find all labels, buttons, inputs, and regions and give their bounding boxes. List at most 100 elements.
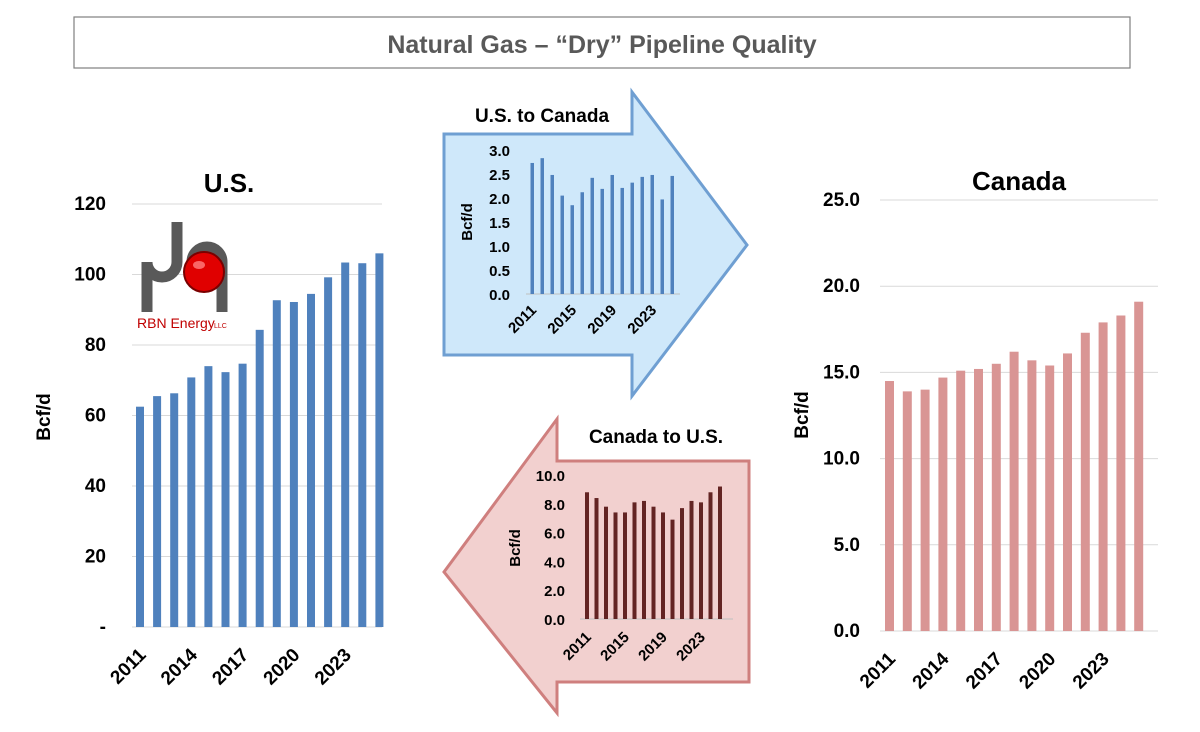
logo-llc: LLC	[214, 323, 227, 330]
bar-2025	[1134, 301, 1144, 631]
us-to-canada-arrow	[442, 87, 749, 401]
bar-2012	[540, 158, 544, 294]
bar-2023	[650, 174, 654, 294]
bar-2017	[238, 363, 247, 627]
y-tick-label: 10.0	[536, 468, 565, 485]
y-tick-label: 3.0	[489, 143, 510, 160]
bar-2016	[221, 372, 230, 627]
y-tick-label: 1.5	[489, 215, 510, 232]
y-tick-label: 4.0	[544, 554, 565, 571]
bar-2022	[689, 500, 694, 619]
bar-2021	[680, 508, 684, 619]
bar-2014	[938, 377, 948, 631]
y-tick-label: 15.0	[823, 362, 860, 383]
bar-2014	[187, 377, 196, 627]
bar-2015	[956, 370, 966, 631]
bar-2011	[585, 492, 589, 619]
bar-2014	[613, 512, 618, 619]
bar-2018	[1009, 351, 1019, 631]
bar-2022	[640, 176, 644, 294]
bar-2012	[594, 498, 599, 619]
chart-title: U.S. to Canada	[475, 106, 610, 127]
y-tick-label: 0.0	[544, 612, 565, 629]
bar-2011	[885, 381, 894, 631]
x-tick-label: 2023	[311, 645, 356, 690]
bar-2018	[600, 188, 604, 294]
bar-2024	[660, 199, 664, 294]
bar-2016	[974, 368, 983, 631]
x-tick-label: 2020	[260, 645, 305, 690]
bar-2025	[375, 253, 384, 627]
bar-2012	[153, 396, 162, 627]
bar-2023	[341, 262, 350, 627]
canada-chart: 0.0 5.0 10.0 15.0 20.0 25.0 2011 2014 2017 2020 20…	[792, 166, 1158, 693]
y-tick-label: 20.0	[823, 276, 860, 297]
bar-2024	[708, 492, 713, 619]
bar-2025	[670, 175, 674, 294]
y-tick-label: -	[100, 617, 106, 638]
x-tick-label: 2020	[1015, 649, 1060, 694]
bar-2021	[307, 293, 315, 627]
x-tick-label: 2023	[1069, 649, 1114, 694]
logo-pipe-shape	[141, 222, 183, 312]
logo-red-ball-icon	[183, 251, 225, 293]
y-axis-label: Bcf/d	[792, 391, 813, 439]
y-tick-label: 20	[85, 547, 106, 568]
bar-2013	[170, 393, 179, 627]
y-tick-label: 0.0	[489, 287, 510, 304]
bar-2023	[1098, 322, 1108, 631]
y-tick-label: 6.0	[544, 526, 565, 543]
bar-2020	[670, 519, 675, 619]
bar-2014	[560, 195, 564, 294]
y-tick-label: 8.0	[544, 497, 565, 514]
y-tick-label: 10.0	[823, 449, 860, 470]
bar-2017	[590, 177, 594, 294]
y-tick-label: 2.5	[489, 167, 510, 184]
bar-2020	[620, 187, 624, 294]
bar-2016	[580, 192, 584, 294]
y-tick-label: 25.0	[823, 190, 860, 211]
x-tick-label: 2017	[208, 645, 253, 690]
bar-2024	[1116, 315, 1126, 631]
bar-2022	[324, 277, 333, 627]
bar-2021	[1063, 353, 1072, 631]
bar-2023	[699, 502, 703, 619]
y-axis-label: Bcf/d	[34, 393, 55, 441]
y-axis-label: Bcf/d	[459, 203, 476, 241]
y-tick-label: 120	[74, 194, 106, 215]
chart-title: U.S.	[204, 168, 255, 198]
y-axis-label: Bcf/d	[507, 529, 524, 567]
bar-2020	[289, 301, 298, 627]
x-tick-label: 2017	[962, 649, 1007, 694]
bar-2013	[550, 174, 554, 294]
bar-2015	[623, 512, 627, 619]
bar-2024	[358, 263, 367, 627]
bar-2017	[642, 500, 646, 619]
bar-2011	[530, 162, 534, 294]
bar-2019	[1027, 360, 1037, 631]
bar-2012	[902, 391, 912, 631]
y-tick-label: 5.0	[834, 535, 860, 556]
bar-2018	[255, 329, 264, 627]
bar-2015	[204, 366, 213, 627]
y-tick-label: 2.0	[489, 191, 510, 208]
bar-2021	[630, 182, 634, 294]
rbn-energy-logo: RBN Energy LLC	[137, 222, 228, 331]
x-tick-label: 2011	[107, 644, 151, 688]
bar-2013	[604, 506, 608, 619]
logo-text: RBN Energy	[137, 315, 215, 331]
y-tick-label: 100	[74, 265, 106, 286]
bar-2011	[136, 406, 144, 627]
y-tick-label: 1.0	[489, 239, 510, 256]
logo-highlight	[193, 261, 205, 269]
bar-2022	[1080, 332, 1090, 631]
y-tick-label: 0.0	[834, 621, 860, 642]
title-box	[73, 16, 1131, 69]
bar-2020	[1045, 365, 1055, 631]
bar-2013	[920, 389, 930, 631]
bar-2017	[991, 363, 1001, 631]
bar-2015	[570, 205, 574, 294]
chart-title: Canada to U.S.	[589, 427, 723, 448]
y-tick-label: 0.5	[489, 263, 510, 280]
